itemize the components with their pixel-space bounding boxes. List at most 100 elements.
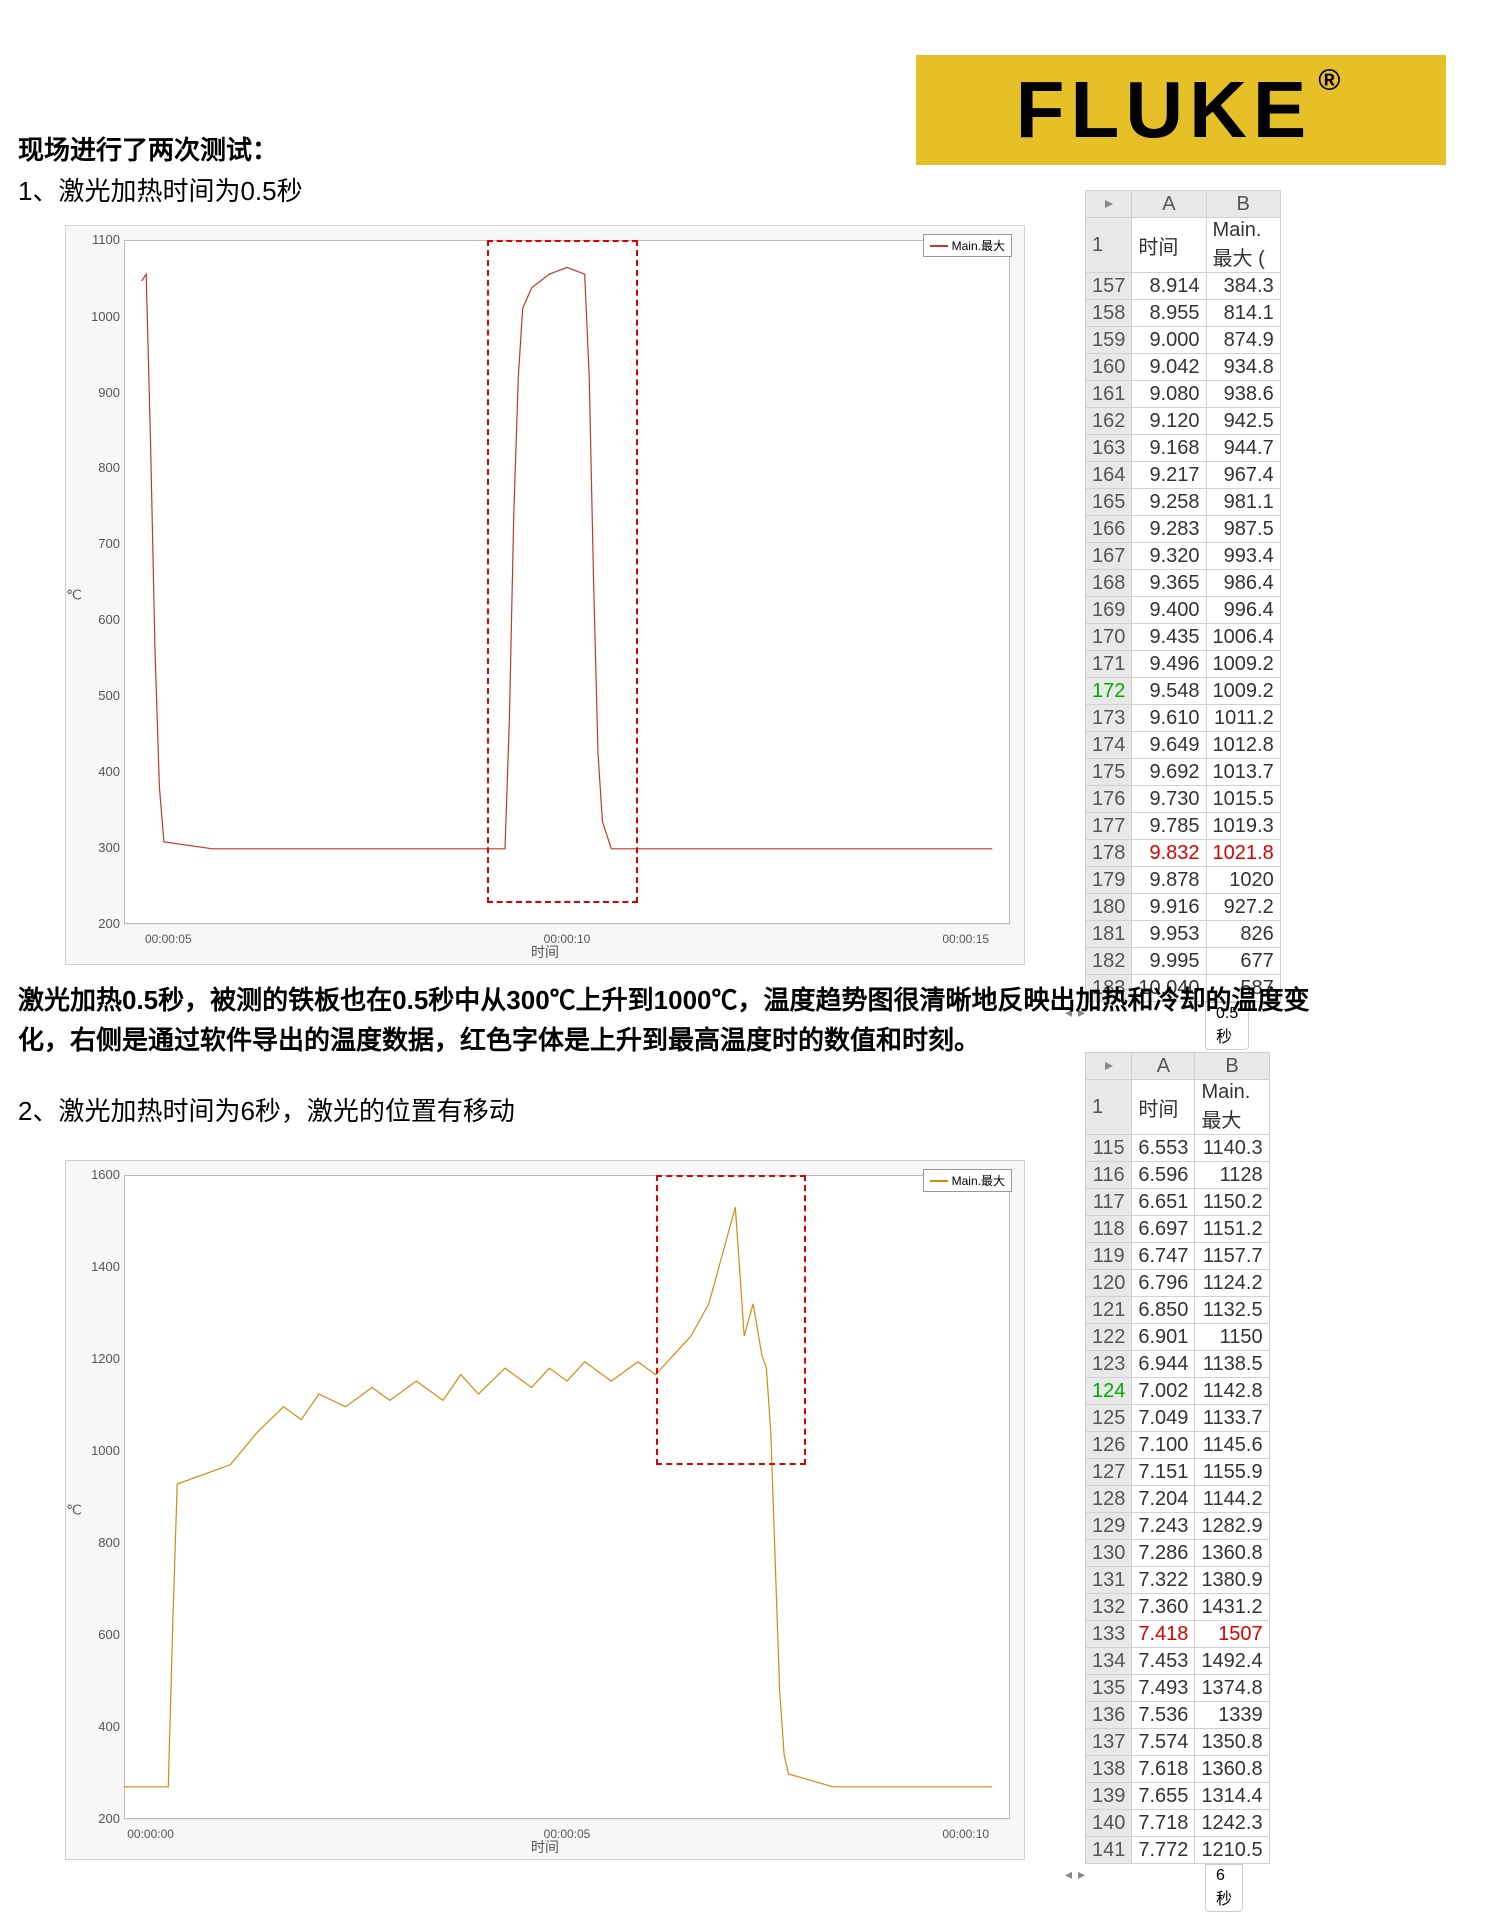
table-row[interactable]: 1719.4961009.2 [1086, 651, 1281, 678]
heading: 现场进行了两次测试： [18, 130, 278, 167]
table-row[interactable]: 1397.6551314.4 [1086, 1783, 1270, 1810]
table-row[interactable]: 1779.7851019.3 [1086, 813, 1281, 840]
table-row[interactable]: 1337.4181507 [1086, 1621, 1270, 1648]
y-tick: 800 [86, 460, 120, 475]
table-row[interactable]: 1619.080938.6 [1086, 381, 1281, 408]
y-tick: 1400 [86, 1259, 120, 1274]
table-row[interactable]: 1367.5361339 [1086, 1702, 1270, 1729]
y-tick: 200 [86, 1811, 120, 1826]
table-row[interactable]: 1819.953826 [1086, 921, 1281, 948]
x-tick: 00:00:10 [942, 1827, 989, 1841]
sheet-tab[interactable]: 6秒 [1205, 1864, 1243, 1912]
col-header[interactable]: A [1132, 1053, 1195, 1080]
col-header[interactable]: B [1195, 1053, 1269, 1080]
header-cell[interactable]: 时间 [1132, 1080, 1195, 1135]
logo-text: FLUKE [1016, 65, 1313, 154]
y-tick: 400 [86, 1719, 120, 1734]
table-row[interactable]: 1267.1001145.6 [1086, 1432, 1270, 1459]
table-row[interactable]: 1769.7301015.5 [1086, 786, 1281, 813]
y-axis-label: ℃ [66, 587, 82, 604]
table-row[interactable]: 1578.914384.3 [1086, 273, 1281, 300]
table-row[interactable]: 1357.4931374.8 [1086, 1675, 1270, 1702]
x-axis-label: 时间 [531, 942, 559, 962]
highlight-box [656, 1175, 807, 1465]
table-row[interactable]: 1206.7961124.2 [1086, 1270, 1270, 1297]
table-row[interactable]: 1629.120942.5 [1086, 408, 1281, 435]
fluke-logo: FLUKE® [916, 55, 1446, 165]
table-row[interactable]: 1749.6491012.8 [1086, 732, 1281, 759]
table-row[interactable]: 1829.995677 [1086, 948, 1281, 975]
table-row[interactable]: 1257.0491133.7 [1086, 1405, 1270, 1432]
table-row[interactable]: 1799.8781020 [1086, 867, 1281, 894]
chart2: 200400600800100012001400160000:00:0000:0… [65, 1160, 1025, 1860]
table-row[interactable]: 1809.916927.2 [1086, 894, 1281, 921]
item1-text: 1、激光加热时间为0.5秒 [18, 172, 303, 211]
header-cell[interactable]: 时间 [1132, 218, 1206, 273]
table-row[interactable]: 1297.2431282.9 [1086, 1513, 1270, 1540]
table-row[interactable]: 1377.5741350.8 [1086, 1729, 1270, 1756]
table-row[interactable]: 1609.042934.8 [1086, 354, 1281, 381]
col-header[interactable]: A [1132, 191, 1206, 218]
table-row[interactable]: 1287.2041144.2 [1086, 1486, 1270, 1513]
table-row[interactable]: 1277.1511155.9 [1086, 1459, 1270, 1486]
table-row[interactable]: 1789.8321021.8 [1086, 840, 1281, 867]
table-row[interactable]: 1689.365986.4 [1086, 570, 1281, 597]
table-row[interactable]: 1739.6101011.2 [1086, 705, 1281, 732]
x-axis-label: 时间 [531, 1837, 559, 1857]
y-tick: 1600 [86, 1167, 120, 1182]
header-cell[interactable]: Main.最大 ( [1206, 218, 1280, 273]
x-tick: 00:00:00 [127, 1827, 174, 1841]
table-row[interactable]: 1729.5481009.2 [1086, 678, 1281, 705]
x-tick: 00:00:05 [145, 932, 192, 946]
table-row[interactable]: 1247.0021142.8 [1086, 1378, 1270, 1405]
table-row[interactable]: 1669.283987.5 [1086, 516, 1281, 543]
y-tick: 700 [86, 536, 120, 551]
y-axis-label: ℃ [66, 1502, 82, 1519]
table-row[interactable]: 1417.7721210.5 [1086, 1837, 1270, 1864]
table-row[interactable]: 1186.6971151.2 [1086, 1216, 1270, 1243]
y-tick: 1000 [86, 309, 120, 324]
y-tick: 800 [86, 1535, 120, 1550]
table-row[interactable]: 1699.400996.4 [1086, 597, 1281, 624]
table-row[interactable]: 1176.6511150.2 [1086, 1189, 1270, 1216]
y-tick: 900 [86, 385, 120, 400]
table-row[interactable]: 1407.7181242.3 [1086, 1810, 1270, 1837]
chart-legend: Main.最大 [923, 234, 1012, 257]
col-header[interactable]: B [1206, 191, 1280, 218]
table-row[interactable]: 1649.217967.4 [1086, 462, 1281, 489]
table-row[interactable]: 1327.3601431.2 [1086, 1594, 1270, 1621]
table-row[interactable]: 1226.9011150 [1086, 1324, 1270, 1351]
logo-reg: ® [1318, 64, 1346, 97]
y-tick: 600 [86, 1627, 120, 1642]
table-row[interactable]: 1166.5961128 [1086, 1162, 1270, 1189]
table-row[interactable]: 1759.6921013.7 [1086, 759, 1281, 786]
table-row[interactable]: 1307.2861360.8 [1086, 1540, 1270, 1567]
chart-line [124, 1207, 992, 1787]
table-row[interactable]: 1317.3221380.9 [1086, 1567, 1270, 1594]
chart-legend: Main.最大 [923, 1169, 1012, 1192]
caption1: 激光加热0.5秒，被测的铁板也在0.5秒中从300℃上升到1000℃，温度趋势图… [18, 980, 1473, 1061]
item2-text: 2、激光加热时间为6秒，激光的位置有移动 [18, 1092, 515, 1131]
table-row[interactable]: 1639.168944.7 [1086, 435, 1281, 462]
table-row[interactable]: 1156.5531140.3 [1086, 1135, 1270, 1162]
table-row[interactable]: 1659.258981.1 [1086, 489, 1281, 516]
table-row[interactable]: 1196.7471157.7 [1086, 1243, 1270, 1270]
table-row[interactable]: 1679.320993.4 [1086, 543, 1281, 570]
highlight-box [487, 240, 638, 903]
chart1: 2003004005006007008009001000110000:00:05… [65, 225, 1025, 965]
y-tick: 1100 [86, 232, 120, 247]
y-tick: 1000 [86, 1443, 120, 1458]
header-cell[interactable]: Main.最大 [1195, 1080, 1269, 1135]
table-row[interactable]: 1347.4531492.4 [1086, 1648, 1270, 1675]
y-tick: 600 [86, 612, 120, 627]
table-row[interactable]: 1236.9441138.5 [1086, 1351, 1270, 1378]
table-row[interactable]: 1588.955814.1 [1086, 300, 1281, 327]
table-row[interactable]: 1216.8501132.5 [1086, 1297, 1270, 1324]
y-tick: 300 [86, 840, 120, 855]
table-row[interactable]: 1709.4351006.4 [1086, 624, 1281, 651]
table-row[interactable]: 1599.000874.9 [1086, 327, 1281, 354]
x-tick: 00:00:15 [942, 932, 989, 946]
table-row[interactable]: 1387.6181360.8 [1086, 1756, 1270, 1783]
y-tick: 200 [86, 916, 120, 931]
y-tick: 400 [86, 764, 120, 779]
